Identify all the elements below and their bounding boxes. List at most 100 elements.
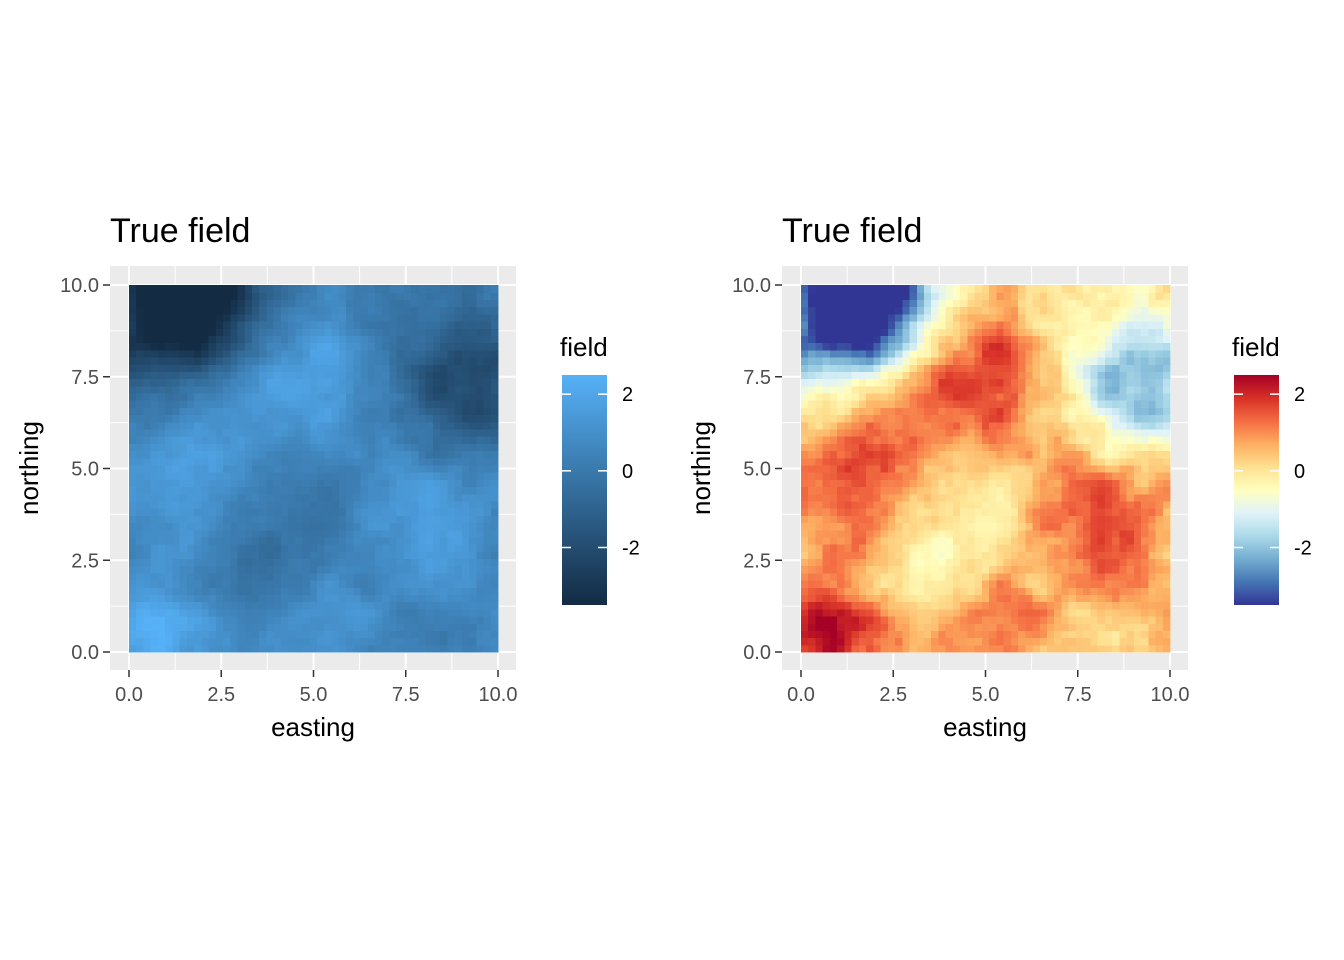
heatmap-cell xyxy=(1068,486,1077,495)
heatmap-cell xyxy=(1061,428,1070,437)
heatmap-cell xyxy=(157,378,166,387)
heatmap-cell xyxy=(288,428,297,437)
heatmap-cell xyxy=(1047,587,1055,596)
heatmap-cell xyxy=(829,313,838,322)
heatmap-cell xyxy=(837,522,846,531)
heatmap-cell xyxy=(353,594,362,603)
heatmap-cell xyxy=(230,436,239,444)
heatmap-cell xyxy=(317,285,325,293)
heatmap-cell xyxy=(1039,472,1048,480)
heatmap-cell xyxy=(952,414,961,423)
heatmap-cell xyxy=(945,601,954,610)
heatmap-cell xyxy=(194,320,202,329)
heatmap-cell xyxy=(338,508,347,516)
heatmap-cell xyxy=(1032,385,1041,394)
heatmap-cell xyxy=(909,400,918,408)
heatmap-cell xyxy=(1112,371,1120,380)
heatmap-cell xyxy=(367,356,376,365)
heatmap-cell xyxy=(844,299,853,308)
heatmap-cell xyxy=(302,472,311,480)
heatmap-cell xyxy=(440,536,448,545)
heatmap-cell xyxy=(1054,313,1063,322)
heatmap-cell xyxy=(873,616,882,624)
heatmap-cell xyxy=(403,328,412,336)
heatmap-cell xyxy=(418,536,427,545)
heatmap-cell xyxy=(440,364,448,372)
heatmap-cell xyxy=(1068,551,1077,560)
heatmap-cell xyxy=(1083,630,1092,639)
heatmap-cell xyxy=(989,472,997,480)
heatmap-cell xyxy=(418,299,427,308)
heatmap-cell xyxy=(367,486,376,495)
heatmap-cell xyxy=(1061,551,1070,560)
heatmap-cell xyxy=(266,558,275,567)
heatmap-cell xyxy=(1025,407,1034,416)
heatmap-cell xyxy=(331,544,340,552)
heatmap-cell xyxy=(375,313,383,322)
heatmap-cell xyxy=(208,335,217,344)
heatmap-cell xyxy=(837,421,846,430)
heatmap-cell xyxy=(244,508,253,516)
heatmap-cell xyxy=(259,349,268,358)
heatmap-cell xyxy=(880,306,889,315)
heatmap-cell xyxy=(447,515,456,524)
heatmap-cell xyxy=(945,356,954,365)
y-tick-label: 5.0 xyxy=(71,459,99,481)
heatmap-cell xyxy=(866,364,874,372)
heatmap-cell xyxy=(179,572,188,581)
heatmap-cell xyxy=(1097,414,1106,423)
heatmap-cell xyxy=(165,515,174,524)
heatmap-cell xyxy=(461,644,470,653)
heatmap-cell xyxy=(1090,414,1099,423)
heatmap-cell xyxy=(895,407,903,416)
heatmap-cell xyxy=(829,414,838,423)
heatmap-cell xyxy=(266,335,275,344)
heatmap-cell xyxy=(309,565,318,574)
heatmap-cell xyxy=(302,580,311,588)
heatmap-cell xyxy=(223,285,231,293)
heatmap-cell xyxy=(1061,544,1070,552)
heatmap-cell xyxy=(331,594,340,603)
heatmap-cell xyxy=(945,587,954,596)
heatmap-cell xyxy=(945,580,954,588)
heatmap-cell xyxy=(829,421,838,430)
heatmap-cell xyxy=(476,400,485,408)
heatmap-cell xyxy=(880,292,889,300)
heatmap-cell xyxy=(288,356,297,365)
heatmap-cell xyxy=(945,551,954,560)
heatmap-cell xyxy=(483,371,492,380)
heatmap-cell xyxy=(223,356,231,365)
heatmap-cell xyxy=(490,450,499,459)
heatmap-cell xyxy=(1112,565,1120,574)
heatmap-cell xyxy=(454,392,463,401)
heatmap-cell xyxy=(996,616,1005,624)
heatmap-cell xyxy=(483,536,492,545)
heatmap-cell xyxy=(288,500,297,509)
heatmap-cell xyxy=(266,414,275,423)
heatmap-cell xyxy=(916,515,925,524)
heatmap-cell xyxy=(945,443,954,452)
heatmap-cell xyxy=(829,587,838,596)
heatmap-cell xyxy=(1090,299,1099,308)
heatmap-cell xyxy=(259,356,268,365)
heatmap-cell xyxy=(280,522,289,531)
heatmap-cell xyxy=(880,601,889,610)
heatmap-cell xyxy=(822,472,831,480)
heatmap-cell xyxy=(418,580,427,588)
heatmap-cell xyxy=(469,623,477,632)
heatmap-cell xyxy=(1112,508,1120,516)
heatmap-cell xyxy=(931,572,940,581)
heatmap-cell xyxy=(1032,479,1041,488)
heatmap-cell xyxy=(1083,493,1092,502)
heatmap-cell xyxy=(432,428,441,437)
heatmap-cell xyxy=(996,565,1005,574)
heatmap-cell xyxy=(476,572,485,581)
heatmap-cell xyxy=(1003,508,1012,516)
heatmap-cell xyxy=(157,285,166,293)
heatmap-cell xyxy=(461,285,470,293)
heatmap-cell xyxy=(866,500,874,509)
heatmap-cell xyxy=(360,392,369,401)
heatmap-cell xyxy=(989,450,997,459)
heatmap-cell xyxy=(829,328,838,336)
heatmap-cell xyxy=(931,522,940,531)
